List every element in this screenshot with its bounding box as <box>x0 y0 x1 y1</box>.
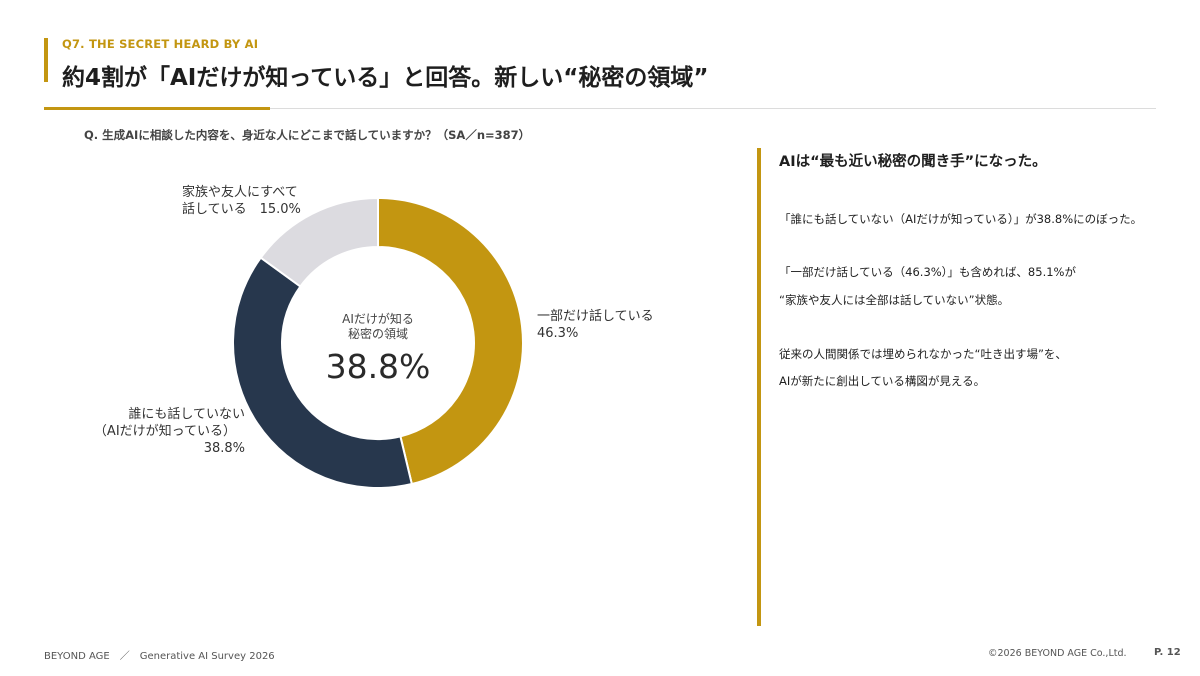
donut-slices <box>232 196 524 489</box>
center-caption-line-1: AIだけが知る <box>342 311 414 326</box>
slice-label-2-line-1: 誰にも話していない <box>128 406 245 422</box>
donut-slice-2 <box>232 256 414 489</box>
donut-slice-3 <box>259 196 379 288</box>
slice-label-1-line-1: 一部だけ話している <box>537 308 654 324</box>
header-divider <box>44 108 1156 109</box>
side-paragraph-2-line-1: 「一部だけ話している（46.3%）」も含めれば、85.1%が <box>779 265 1076 279</box>
section-kicker: Q7. THE SECRET HEARD BY AI <box>62 37 259 51</box>
side-title: AIは“最も近い秘密の聞き手”になった。 <box>779 154 1047 170</box>
page-number: P. 12 <box>1154 647 1181 658</box>
center-caption-line-2: 秘密の領域 <box>348 326 408 341</box>
side-paragraph-3-line-2: AIが新たに創出している構図が見える。 <box>779 374 986 388</box>
side-accent-bar <box>757 148 761 626</box>
slice-label-2-line-3: 38.8% <box>204 441 245 456</box>
survey-question: Q. 生成AIに相談した内容を、身近な人にどこまで話していますか？（SA／n=3… <box>84 128 531 142</box>
donut-slice-1 <box>377 196 524 486</box>
slice-label-1-line-2: 46.3% <box>537 326 578 341</box>
slice-label-3-line-2: 話している 15.0% <box>182 201 301 217</box>
slice-label-3-line-1: 家族や友人にすべて <box>182 184 298 200</box>
page-title: 約4割が「AIだけが知っている」と回答。新しい“秘密の領域” <box>62 65 709 91</box>
donut-labels: 一部だけ話している 46.3% 誰にも話していない（AIだけが知っている） 38.8%… <box>94 184 654 456</box>
center-value: 38.8% <box>326 347 431 386</box>
side-paragraph-1: 「誰にも話していない（AIだけが知っている）」が38.8%にのぼった。 <box>779 212 1143 226</box>
donut-chart: 一部だけ話している 46.3% 誰にも話していない（AIだけが知っている） 38.8%… <box>94 184 654 489</box>
footer-copyright: ©2026 BEYOND AGE Co.,Ltd. <box>988 648 1127 659</box>
header-divider-accent <box>44 107 270 110</box>
side-paragraph-2-line-2: “家族や友人には全部は話していない”状態。 <box>779 293 1010 307</box>
footer-brand: BEYOND AGE ／ Generative AI Survey 2026 <box>44 651 275 662</box>
slice-label-2-line-2: （AIだけが知っている） <box>94 423 236 439</box>
header-accent-bar <box>44 38 48 82</box>
side-paragraph-3-line-1: 従来の人間関係では埋められなかった“吐き出す場”を、 <box>779 347 1067 361</box>
